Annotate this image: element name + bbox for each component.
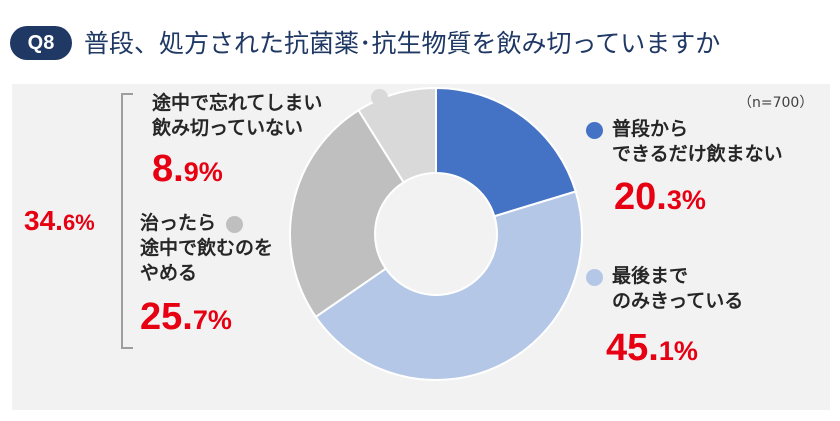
pct-2: 25.7% <box>140 296 232 338</box>
slice-0 <box>435 86 577 218</box>
question-badge: Q8 <box>10 26 72 60</box>
label-0: 普段から できるだけ飲まない <box>612 118 783 165</box>
label-2: 治ったら 途中で飲むのを やめる <box>140 212 274 284</box>
legend-dot-2 <box>226 216 243 233</box>
bracket-total: 34.6% <box>24 205 95 236</box>
label-1: 最後まで のみきっている <box>612 265 744 312</box>
pct-0: 20.3% <box>614 176 706 218</box>
label-3: 途中で忘れてしまい 飲み切っていない <box>152 92 323 139</box>
pct-1: 45.1% <box>606 327 698 369</box>
bracket <box>121 93 133 349</box>
pct-3: 8.9% <box>152 148 223 190</box>
legend-dot-3 <box>371 89 388 106</box>
legend-dot-0 <box>586 122 603 139</box>
sample-size: （n=700） <box>738 95 814 111</box>
legend-dot-1 <box>586 269 603 286</box>
slice-2 <box>289 108 406 319</box>
page-title: 普段、処方された抗菌薬･抗生物質を飲み切っていますか <box>84 29 721 58</box>
slice-1 <box>314 190 583 381</box>
